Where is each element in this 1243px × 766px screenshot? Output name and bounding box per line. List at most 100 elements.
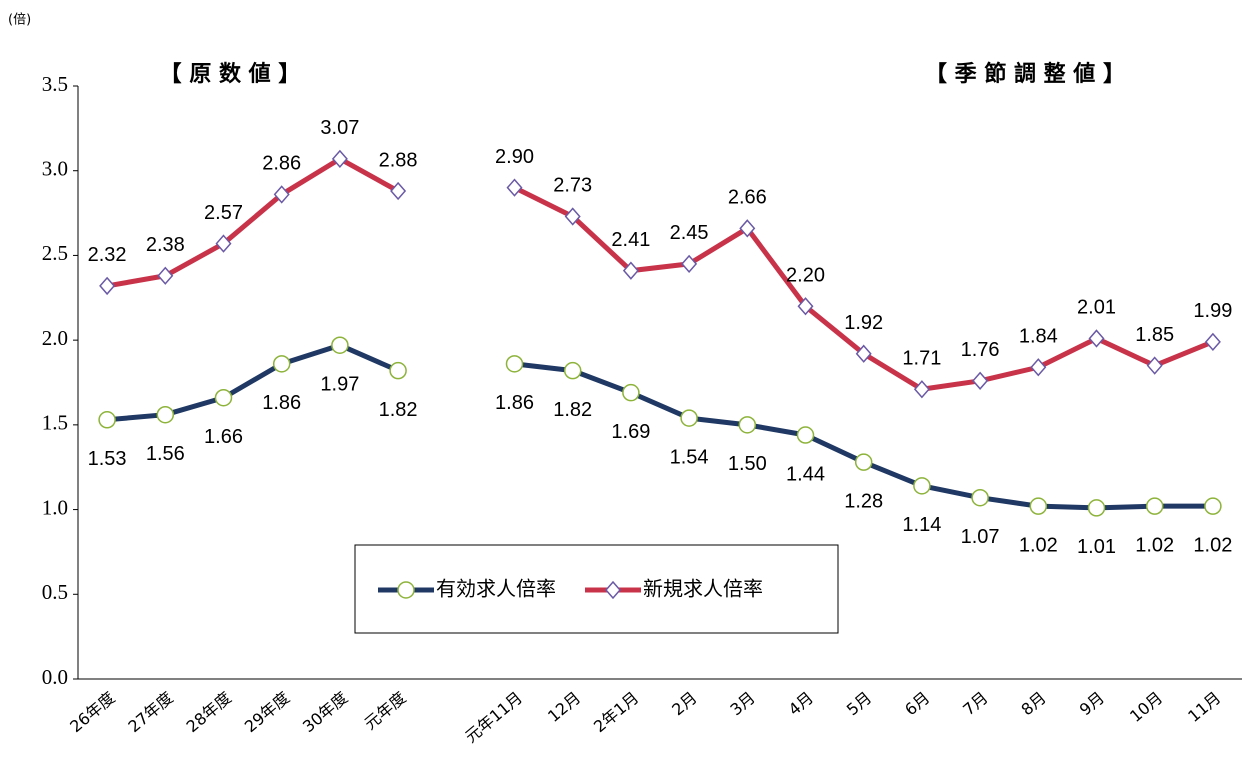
y-tick-label: 2.5 [42, 241, 68, 265]
x-tick-label: 28年度 [183, 688, 235, 736]
value-label: 1.86 [495, 392, 534, 414]
value-label: 2.20 [786, 265, 825, 287]
x-tick-label: 元年度 [361, 688, 410, 733]
value-label: 2.88 [379, 149, 418, 171]
value-label: 1.66 [204, 426, 243, 448]
marker [157, 266, 174, 285]
x-tick-label: 30年度 [299, 688, 351, 736]
marker [1146, 356, 1163, 375]
value-label: 1.07 [961, 526, 1000, 548]
annotation: 【 季 節 調 整 値 】 [925, 61, 1125, 87]
marker [913, 477, 931, 495]
value-label: 2.57 [204, 202, 243, 224]
x-tick-label: 5月 [843, 688, 875, 719]
x-tick-label: 3月 [726, 688, 758, 719]
marker [797, 297, 814, 316]
series-line [106, 342, 1213, 511]
marker [564, 207, 581, 226]
y-tick-label: 3.5 [42, 72, 68, 96]
marker [855, 344, 872, 363]
marker [1029, 497, 1048, 515]
marker [505, 355, 524, 373]
x-tick-label: 8月 [1017, 688, 1049, 719]
value-label: 1.69 [611, 421, 650, 443]
value-label: 1.82 [553, 399, 592, 421]
marker [98, 411, 116, 429]
value-label: 2.45 [670, 222, 709, 244]
x-tick-label: 元年11月 [461, 688, 526, 747]
value-label: 2.01 [1077, 297, 1116, 319]
marker [1030, 358, 1047, 377]
marker [331, 336, 349, 354]
legend-marker [605, 580, 621, 600]
marker [99, 276, 116, 296]
marker [971, 488, 989, 507]
value-label: 2.73 [553, 175, 592, 197]
x-tick-label: 2年1月 [590, 688, 642, 736]
x-tick-label: 10月 [1126, 688, 1166, 726]
legend-marker [397, 581, 415, 599]
marker [1088, 329, 1105, 348]
marker [506, 178, 523, 197]
y-tick-label: 3.0 [42, 157, 68, 181]
marker [273, 185, 290, 204]
legend-label: 新規求人倍率 [643, 577, 763, 601]
y-tick-label: 2.0 [42, 326, 68, 350]
x-tick-label: 9月 [1076, 688, 1108, 719]
value-label: 1.56 [146, 443, 185, 465]
x-tick-label: 27年度 [124, 688, 176, 736]
value-label: 1.76 [961, 339, 1000, 361]
marker [913, 380, 930, 399]
value-label: 1.53 [88, 448, 127, 470]
value-label: 1.84 [1019, 326, 1058, 348]
annotation: 【 原 数 値 】 [160, 61, 301, 87]
marker [680, 409, 698, 427]
marker [681, 254, 698, 274]
value-label: 2.38 [146, 234, 185, 256]
marker [739, 219, 756, 238]
value-label: 1.97 [320, 374, 359, 396]
marker [390, 181, 407, 201]
y-tick-label: 1.0 [42, 495, 68, 519]
x-tick-label: 12月 [544, 688, 584, 726]
value-label: 1.28 [844, 490, 883, 512]
marker [738, 416, 757, 434]
x-tick-label: 6月 [901, 688, 933, 719]
x-tick-label: 11月 [1184, 688, 1224, 726]
marker [331, 149, 348, 168]
value-label: 2.86 [262, 153, 301, 175]
value-label: 3.07 [320, 117, 359, 139]
y-tick-label: 0.5 [42, 580, 68, 604]
value-label: 1.02 [1193, 534, 1232, 556]
value-label: 2.41 [611, 229, 650, 251]
marker [1145, 497, 1164, 515]
marker [389, 361, 407, 380]
x-tick-label: 29年度 [241, 688, 293, 736]
marker [563, 361, 582, 380]
value-label: 1.99 [1193, 300, 1232, 322]
marker [156, 405, 175, 424]
marker [272, 355, 291, 373]
value-label: 2.66 [728, 187, 767, 209]
marker [214, 388, 233, 407]
value-label: 1.50 [728, 453, 767, 475]
y-tick-label: 1.5 [42, 411, 68, 435]
x-tick-label: 4月 [785, 688, 817, 719]
marker [796, 426, 815, 444]
value-label: 1.92 [844, 312, 883, 334]
marker [1204, 332, 1221, 351]
series-line [106, 156, 1214, 392]
x-tick-label: 2月 [668, 688, 700, 719]
unit-label: (倍) [8, 13, 31, 28]
marker [854, 453, 873, 471]
marker [972, 371, 989, 390]
marker [215, 234, 232, 253]
value-label: 1.82 [379, 399, 418, 421]
marker [622, 261, 639, 280]
value-label: 1.01 [1077, 536, 1116, 558]
x-tick-label: 7月 [959, 688, 991, 719]
value-label: 2.32 [88, 244, 127, 266]
value-label: 1.02 [1019, 534, 1058, 556]
value-label: 1.14 [902, 514, 941, 536]
x-tick-label: 26年度 [66, 688, 118, 736]
